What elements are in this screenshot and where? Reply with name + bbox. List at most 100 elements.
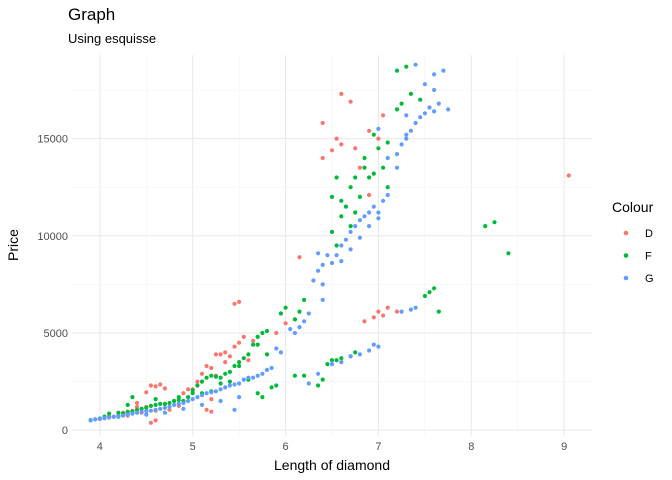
data-point-f <box>404 64 409 69</box>
data-point-g <box>329 362 335 367</box>
data-point-g <box>367 348 372 353</box>
data-point-f <box>348 185 353 190</box>
data-point-g <box>432 109 437 114</box>
data-point-d <box>223 350 228 355</box>
data-point-f <box>260 395 265 400</box>
data-point-g <box>343 237 348 242</box>
data-point-f <box>325 362 330 367</box>
data-point-d <box>246 358 251 363</box>
data-point-f <box>255 342 260 347</box>
data-point-f <box>251 342 256 347</box>
data-point-g <box>320 262 325 267</box>
data-point-g <box>316 268 321 273</box>
legend-label-d: D <box>645 228 653 240</box>
data-point-d <box>232 301 237 306</box>
data-point-g <box>232 407 237 412</box>
data-point-f <box>264 328 270 334</box>
data-point-g <box>376 344 381 349</box>
data-point-d <box>566 173 571 178</box>
data-point-g <box>237 381 242 386</box>
data-point-d <box>329 148 335 153</box>
data-point-f <box>116 410 121 415</box>
legend-label-g: G <box>645 273 654 285</box>
data-point-g <box>251 375 256 380</box>
data-point-f <box>348 224 353 229</box>
data-point-f <box>158 401 163 406</box>
data-point-f <box>316 383 321 388</box>
data-point-f <box>381 165 386 170</box>
data-point-d <box>362 319 367 324</box>
data-point-g <box>427 105 432 110</box>
data-point-f <box>176 397 181 403</box>
data-point-g <box>204 391 209 396</box>
data-point-d <box>241 334 246 339</box>
data-point-g <box>385 192 390 198</box>
data-point-d <box>274 330 279 336</box>
data-point-d <box>381 313 386 318</box>
data-point-g <box>116 414 121 419</box>
data-point-d <box>204 363 209 369</box>
data-point-f <box>223 371 228 376</box>
data-point-g <box>181 400 186 406</box>
data-point-f <box>353 210 358 215</box>
data-point-d <box>371 315 376 320</box>
data-point-g <box>125 412 130 417</box>
data-point-f <box>255 391 260 396</box>
data-point-f <box>153 402 158 407</box>
data-point-g <box>432 87 437 93</box>
data-point-g <box>348 229 353 234</box>
data-point-g <box>241 377 246 382</box>
data-point-g <box>394 165 400 170</box>
data-point-f <box>353 175 358 180</box>
data-point-g <box>348 247 353 252</box>
data-point-g <box>376 216 381 221</box>
data-point-g <box>88 418 93 423</box>
data-point-d <box>376 309 381 314</box>
data-point-f <box>371 132 376 137</box>
legend-key-d <box>623 230 629 236</box>
data-point-f <box>167 400 172 406</box>
data-point-d <box>320 120 325 126</box>
data-point-f <box>339 198 344 203</box>
data-point-f <box>427 290 432 295</box>
data-point-d <box>167 407 172 412</box>
data-point-g <box>237 395 242 400</box>
data-point-g <box>385 155 390 161</box>
legend-label-f: F <box>645 251 652 263</box>
data-point-f <box>186 395 191 400</box>
data-point-g <box>213 389 218 394</box>
data-point-g <box>181 406 186 411</box>
data-point-d <box>199 371 205 376</box>
data-point-f <box>195 383 200 388</box>
data-point-g <box>413 120 418 126</box>
data-point-f <box>483 224 488 229</box>
data-point-g <box>348 354 353 359</box>
data-point-d <box>334 136 339 141</box>
data-point-g <box>357 352 362 357</box>
data-point-g <box>288 327 293 332</box>
data-point-g <box>399 309 404 314</box>
data-point-g <box>376 126 381 131</box>
data-point-g <box>111 414 116 419</box>
data-point-g <box>441 68 446 73</box>
legend: Colour DFG <box>612 199 654 285</box>
data-point-f <box>292 317 297 322</box>
data-point-d <box>339 142 344 147</box>
data-point-g <box>353 224 358 229</box>
data-point-f <box>422 293 427 299</box>
data-point-g <box>306 381 311 386</box>
data-point-g <box>371 204 376 209</box>
data-point-g <box>367 224 372 229</box>
data-point-f <box>353 350 358 355</box>
data-point-f <box>227 379 232 384</box>
data-point-d <box>357 165 362 170</box>
data-point-g <box>176 401 181 406</box>
data-point-f <box>339 356 344 361</box>
y-tick-label: 0 <box>62 425 68 437</box>
data-point-f <box>172 398 177 404</box>
legend-key-f <box>623 253 629 258</box>
data-point-g <box>306 311 311 316</box>
data-point-d <box>297 255 302 260</box>
data-point-f <box>385 185 390 190</box>
data-point-g <box>320 282 325 287</box>
